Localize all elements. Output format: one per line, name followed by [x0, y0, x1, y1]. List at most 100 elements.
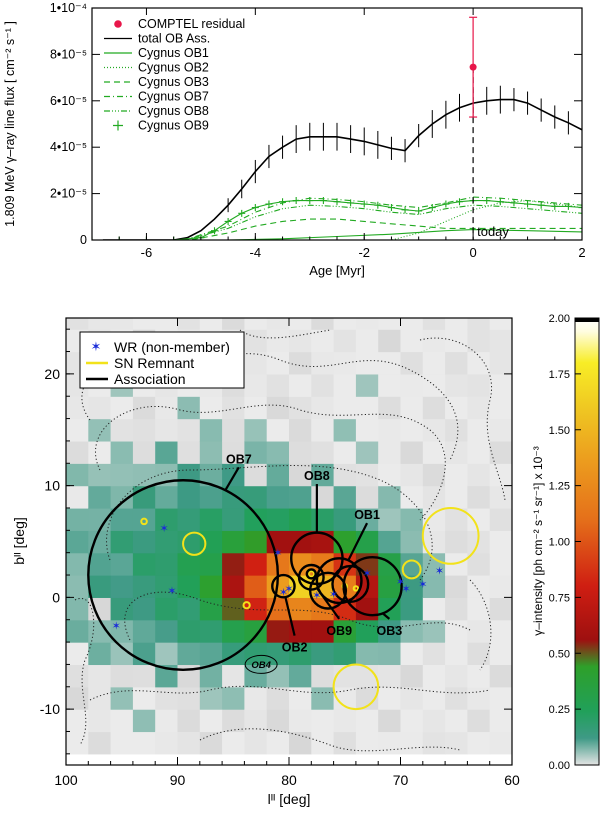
colorbar-label: γ–intensity [ph cm⁻² s⁻¹ sr⁻¹] x 10⁻³: [531, 446, 545, 635]
map-pixel: [445, 396, 468, 420]
map-pixel: [445, 507, 468, 531]
map-pixel: [66, 664, 89, 688]
map-pixel: [155, 642, 179, 666]
map-pixel: [311, 642, 335, 666]
map-pixel: [489, 351, 512, 375]
map-pixel: [266, 642, 290, 666]
legend-entry: Cygnus OB2: [138, 61, 209, 75]
colorbar-top-cap: [575, 318, 599, 322]
map-pixel: [378, 440, 402, 464]
association-label: OB1: [354, 508, 380, 522]
map-pixel: [289, 318, 312, 330]
map-pixel: [155, 686, 179, 710]
x-tick-label: 70: [393, 772, 409, 788]
y-tick-label: 10: [44, 478, 60, 494]
ob9-plus-marker: [428, 204, 436, 212]
map-pixel: [266, 318, 290, 330]
map-pixel: [66, 507, 89, 531]
map-pixel: [467, 642, 491, 666]
map-pixel: [333, 396, 357, 420]
map-pixel: [445, 418, 468, 442]
map-pixel: [199, 552, 223, 576]
map-pixel: [199, 664, 223, 688]
legend-entry: Cygnus OB7: [138, 90, 209, 104]
map-pixel: [467, 418, 491, 442]
map-pixel: [333, 418, 357, 442]
association-leader-line: [224, 466, 240, 491]
map-pixel: [289, 329, 312, 353]
map-pixel: [110, 664, 134, 688]
wr-star-icon: ✶: [418, 579, 427, 591]
map-pixel: [378, 731, 402, 755]
map-pixel: [155, 485, 179, 509]
legend-entry: Association: [114, 371, 186, 387]
map-pixel: [177, 463, 201, 487]
map-pixel: [289, 664, 312, 688]
association-labels: OB7 OB8 OB1 OB2 OB9 OB3 OB4: [224, 452, 402, 674]
map-pixel: [355, 642, 379, 666]
map-pixel: [333, 351, 357, 375]
map-pixel: [355, 507, 379, 531]
map-pixel: [467, 329, 491, 353]
map-pixel: [88, 619, 112, 643]
map-pixel: [132, 686, 156, 710]
map-pixel: [355, 686, 379, 710]
map-pixel: [378, 318, 402, 330]
map-pixel: [132, 597, 156, 621]
map-pixel: [66, 463, 89, 487]
map-pixel: [244, 373, 268, 397]
map-pixel: [445, 597, 468, 621]
map-pixel: [445, 440, 468, 464]
map-pixel: [445, 463, 468, 487]
map-pixel: [88, 552, 112, 576]
map-pixel: [467, 485, 491, 509]
map-pixel: [289, 418, 312, 442]
map-pixel: [445, 575, 468, 598]
sn-remnant-circle: [182, 531, 207, 556]
legend-entry: Cygnus OB1: [138, 46, 209, 60]
map-pixel: [400, 552, 424, 576]
map-pixel: [244, 463, 268, 487]
legend-entry: Cygnus OB9: [138, 119, 209, 133]
series-line-cygnus-ob8: [92, 204, 582, 240]
map-pixel: [199, 642, 223, 666]
map-pixel: [88, 418, 112, 442]
map-pixel: [467, 552, 491, 576]
map-pixel: [400, 373, 424, 397]
map-pixel: [422, 664, 446, 688]
map-pixel: [222, 686, 245, 710]
map-pixel: [222, 418, 245, 442]
map-pixel: [445, 329, 468, 353]
map-pixel: [289, 463, 312, 487]
map-pixel: [422, 597, 446, 621]
ob9-plus-marker: [387, 204, 395, 212]
map-pixel: [244, 329, 268, 353]
map-pixel: [311, 373, 335, 397]
map-pixel: [88, 731, 112, 755]
map-pixel: [222, 396, 245, 420]
map-pixel: [422, 731, 446, 755]
map-pixel: [400, 642, 424, 666]
map-pixel: [355, 396, 379, 420]
sn-remnant-circle: [307, 570, 316, 578]
association-leader-line: [316, 587, 341, 620]
map-pixel: [467, 351, 491, 375]
ob9-plus-marker: [238, 209, 246, 217]
sn-remnant-circle: [421, 507, 480, 565]
map-pixel: [378, 329, 402, 353]
map-pixel: [199, 396, 223, 420]
x-tick-label: -6: [141, 245, 153, 260]
y-tick-label: 0: [80, 233, 87, 247]
map-pixel: [244, 530, 268, 554]
map-pixel: [177, 418, 201, 442]
map-pixel: [445, 709, 468, 733]
x-tick-label: 90: [170, 772, 186, 788]
map-pixel: [378, 351, 402, 375]
map-pixel: [489, 463, 512, 487]
map-pixel: [311, 686, 335, 710]
ob4-ellipse: [244, 654, 278, 674]
map-pixel: [333, 485, 357, 509]
map-pixel: [333, 329, 357, 353]
